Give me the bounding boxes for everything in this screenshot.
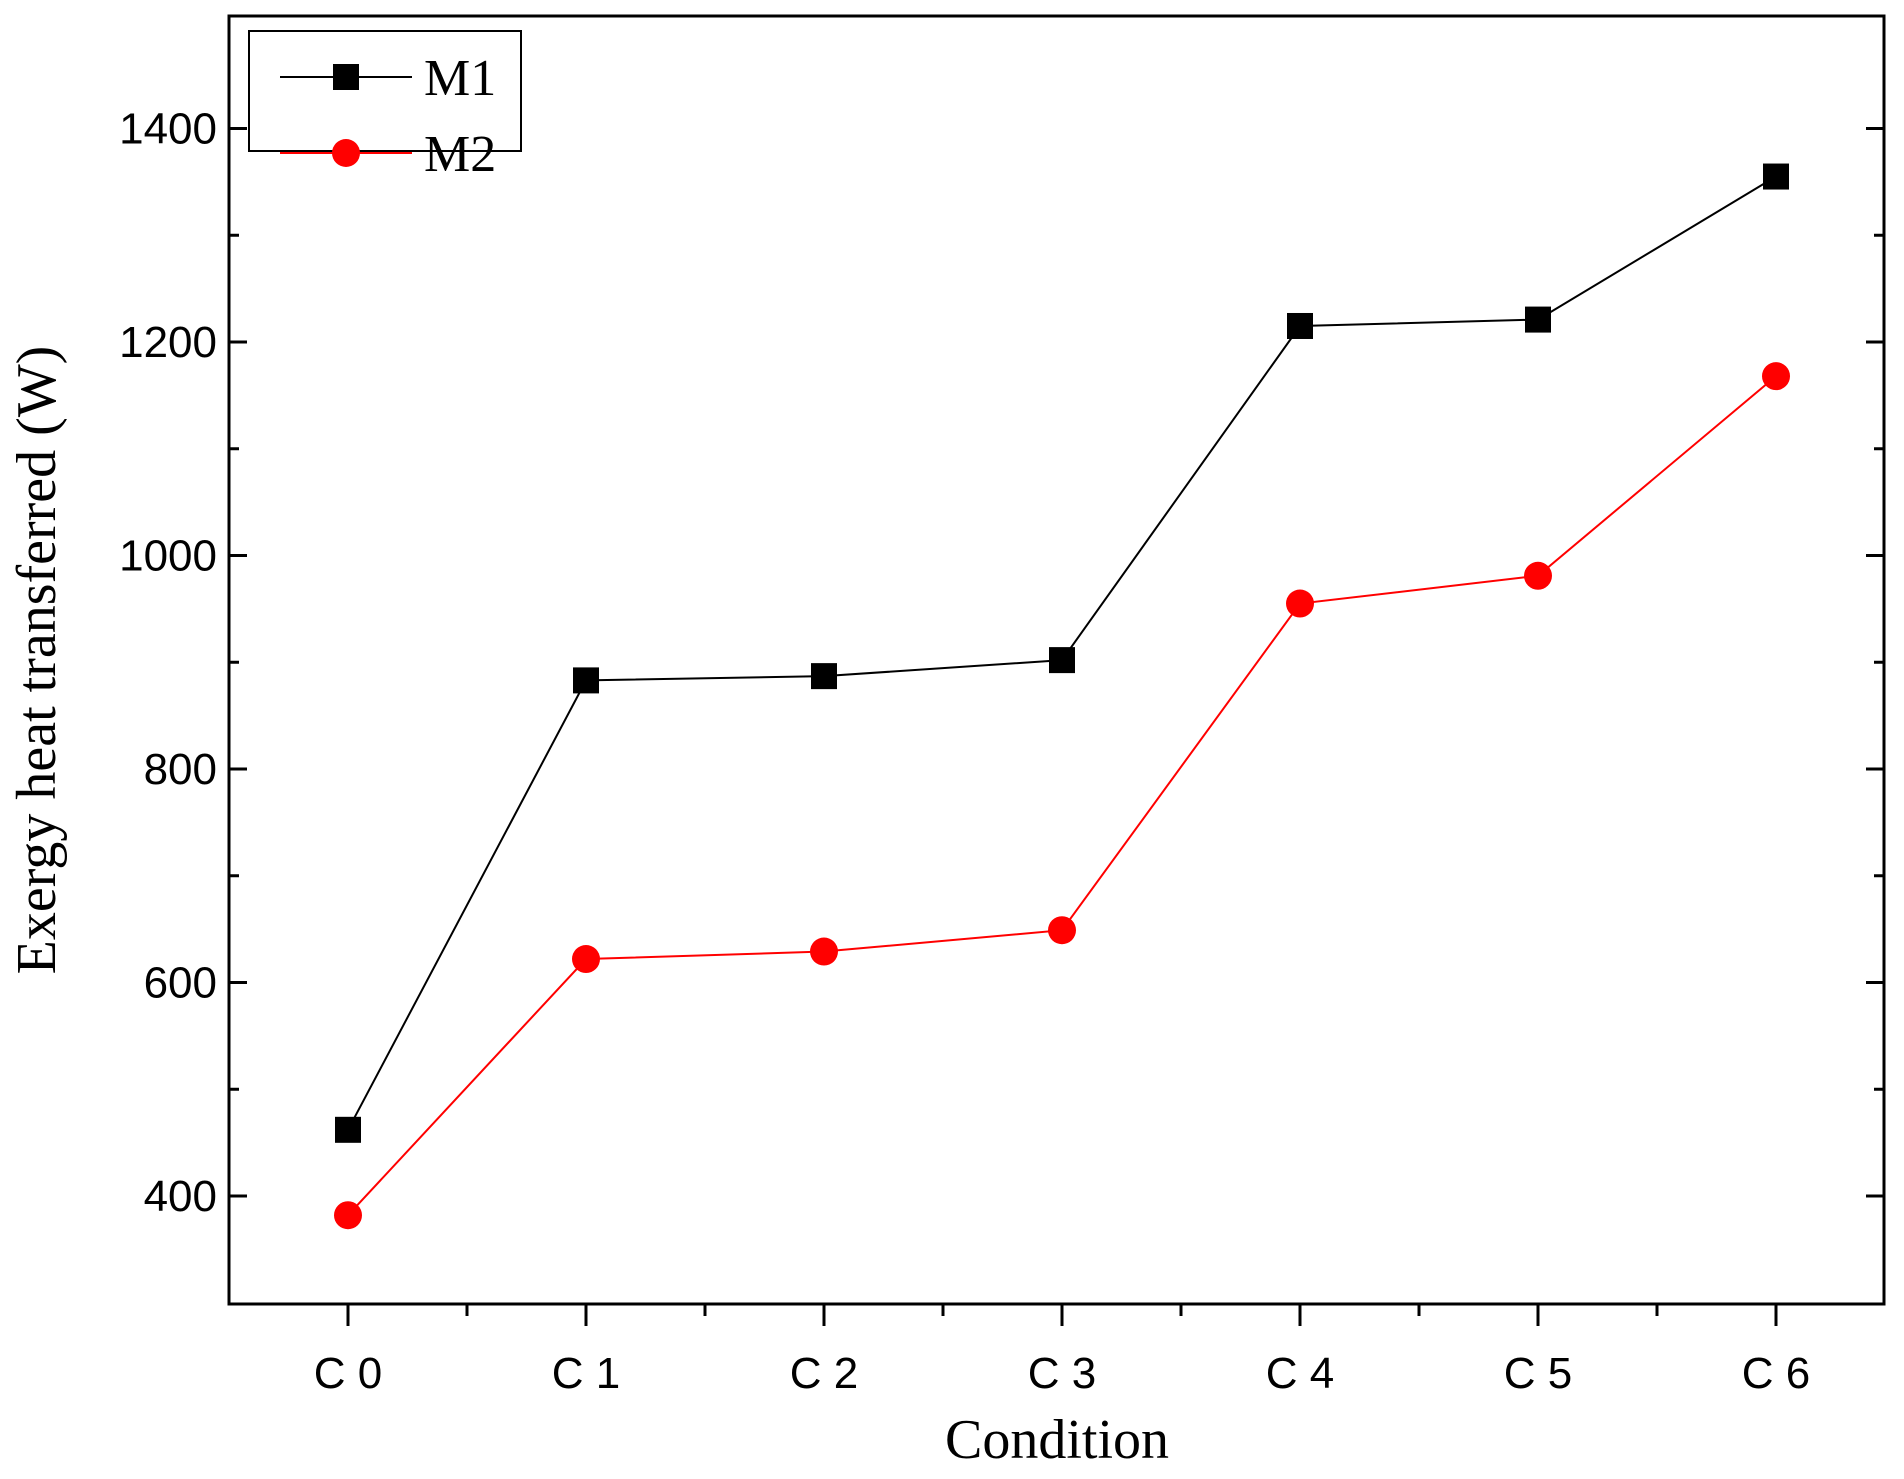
legend-m2-marker xyxy=(332,139,360,167)
y-tick-label: 1000 xyxy=(119,532,217,581)
legend-m1-label: M1 xyxy=(424,50,496,107)
y-axis: 400 600 800 1000 1200 1400 xyxy=(119,105,1884,1221)
data-point-m1 xyxy=(573,667,599,694)
x-tick-label: C 2 xyxy=(790,1349,858,1398)
x-tick-label: C 0 xyxy=(314,1349,382,1398)
y-tick-label: 800 xyxy=(144,745,217,794)
legend: M1 M2 xyxy=(248,30,522,183)
legend-box xyxy=(248,30,522,152)
x-axis-title: Condition xyxy=(945,1409,1169,1471)
y-tick-label: 1400 xyxy=(119,105,217,154)
data-point-m2 xyxy=(334,1201,362,1230)
data-point-m2 xyxy=(1762,362,1790,391)
data-point-m2 xyxy=(1286,589,1314,618)
x-tick-label: C 1 xyxy=(552,1349,620,1398)
plot-area-frame xyxy=(227,14,1886,1306)
data-point-m1 xyxy=(1287,312,1313,339)
x-tick-label: C 3 xyxy=(1028,1349,1096,1398)
data-point-m2 xyxy=(1048,916,1076,945)
y-tick-label: 1200 xyxy=(119,318,217,367)
y-tick-label: 600 xyxy=(144,959,217,1008)
series-layer xyxy=(334,163,1790,1230)
data-point-m2 xyxy=(1524,561,1552,590)
data-point-m1 xyxy=(1049,647,1075,674)
x-axis: C 0 C 1 C 2 C 3 C 4 C 5 C 6 xyxy=(314,1304,1810,1398)
data-point-m1 xyxy=(1763,163,1789,190)
x-tick-label: C 4 xyxy=(1266,1349,1334,1398)
series-line-m2 xyxy=(347,375,1777,1216)
data-point-m1 xyxy=(335,1116,361,1143)
legend-m2-label: M2 xyxy=(424,126,496,183)
x-tick-label: C 5 xyxy=(1504,1349,1572,1398)
x-tick-label: C 6 xyxy=(1742,1349,1810,1398)
legend-m1-marker xyxy=(333,64,359,90)
y-tick-label: 400 xyxy=(144,1172,217,1221)
data-point-m2 xyxy=(810,937,838,966)
data-point-m2 xyxy=(572,945,600,974)
data-point-m1 xyxy=(811,663,837,690)
data-point-m1 xyxy=(1525,306,1551,333)
y-axis-title: Exergy heat transferred (W) xyxy=(6,346,68,975)
